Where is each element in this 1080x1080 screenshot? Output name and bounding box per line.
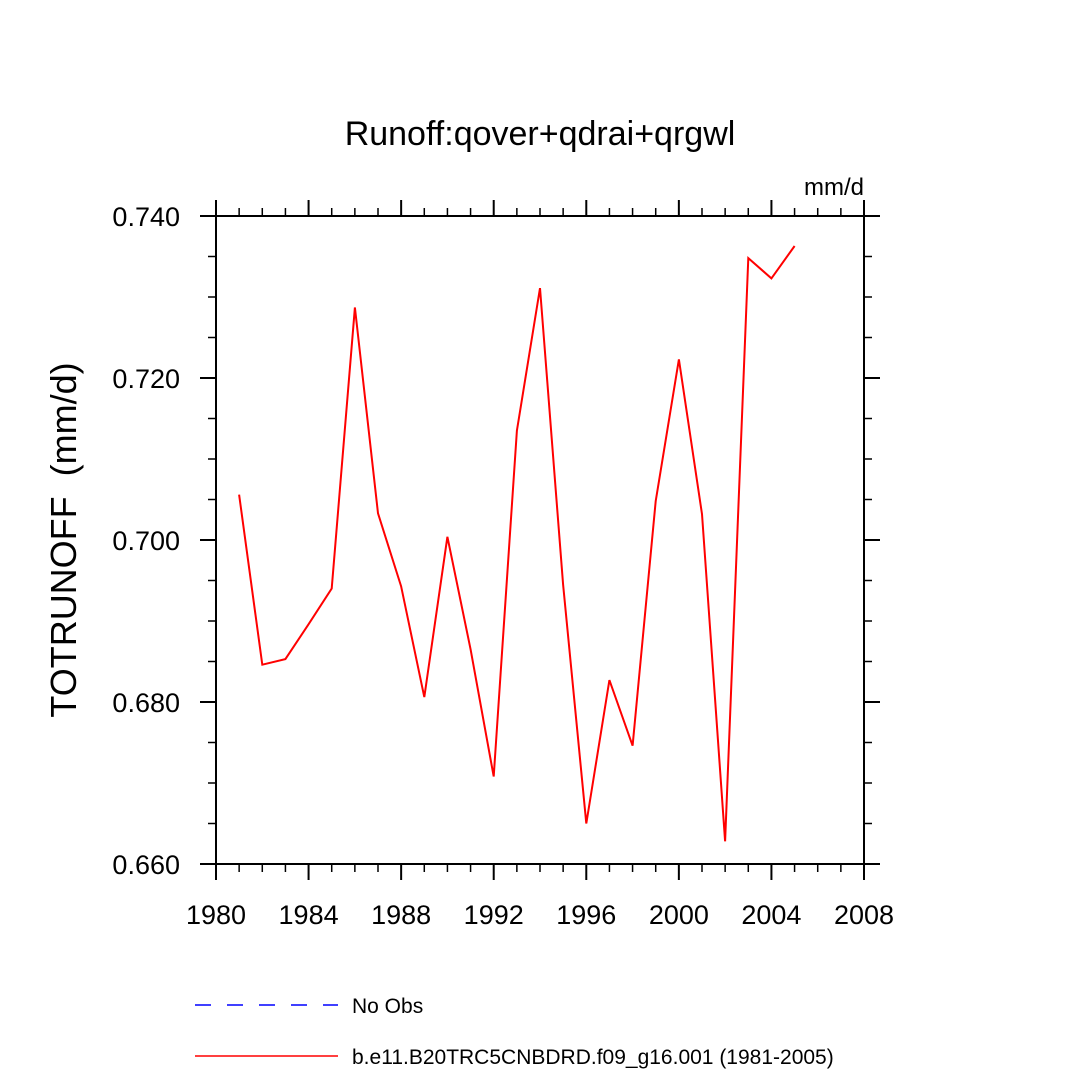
axis-tick-labels: 1980 1984 1988 1992 1996 2000 2004 2008 0.660 0.6… [112,202,894,930]
x-tick-label: 2000 [649,900,709,930]
y-tick-label: 0.680 [112,688,180,718]
y-axis-label: TOTRUNOFF (mm/d) [43,362,84,717]
chart-title: Runoff:qover+qdrai+qrgwl [345,115,736,153]
x-tick-label: 1980 [186,900,246,930]
legend-label-0: No Obs [352,995,423,1018]
series-line-0 [238,245,796,842]
x-tick-label: 1992 [464,900,524,930]
plot-frame [215,215,865,865]
x-tick-label: 1996 [556,900,616,930]
y-tick-label: 0.660 [112,850,180,880]
x-tick-label: 2004 [741,900,801,930]
legend-label-1: b.e11.B20TRC5CNBDRD.f09_g16.001 (1981-20… [352,1046,834,1069]
y-tick-label: 0.720 [112,364,180,394]
units-label: mm/d [804,174,864,201]
legend: No Obs b.e11.B20TRC5CNBDRD.f09_g16.001 (1… [195,995,834,1069]
series-layer [238,245,796,842]
x-tick-label: 1988 [371,900,431,930]
y-tick-label: 0.700 [112,526,180,556]
y-tick-label: 0.740 [112,202,180,232]
x-tick-label: 2008 [834,900,894,930]
axis-ticks [200,200,880,880]
x-tick-label: 1984 [279,900,339,930]
